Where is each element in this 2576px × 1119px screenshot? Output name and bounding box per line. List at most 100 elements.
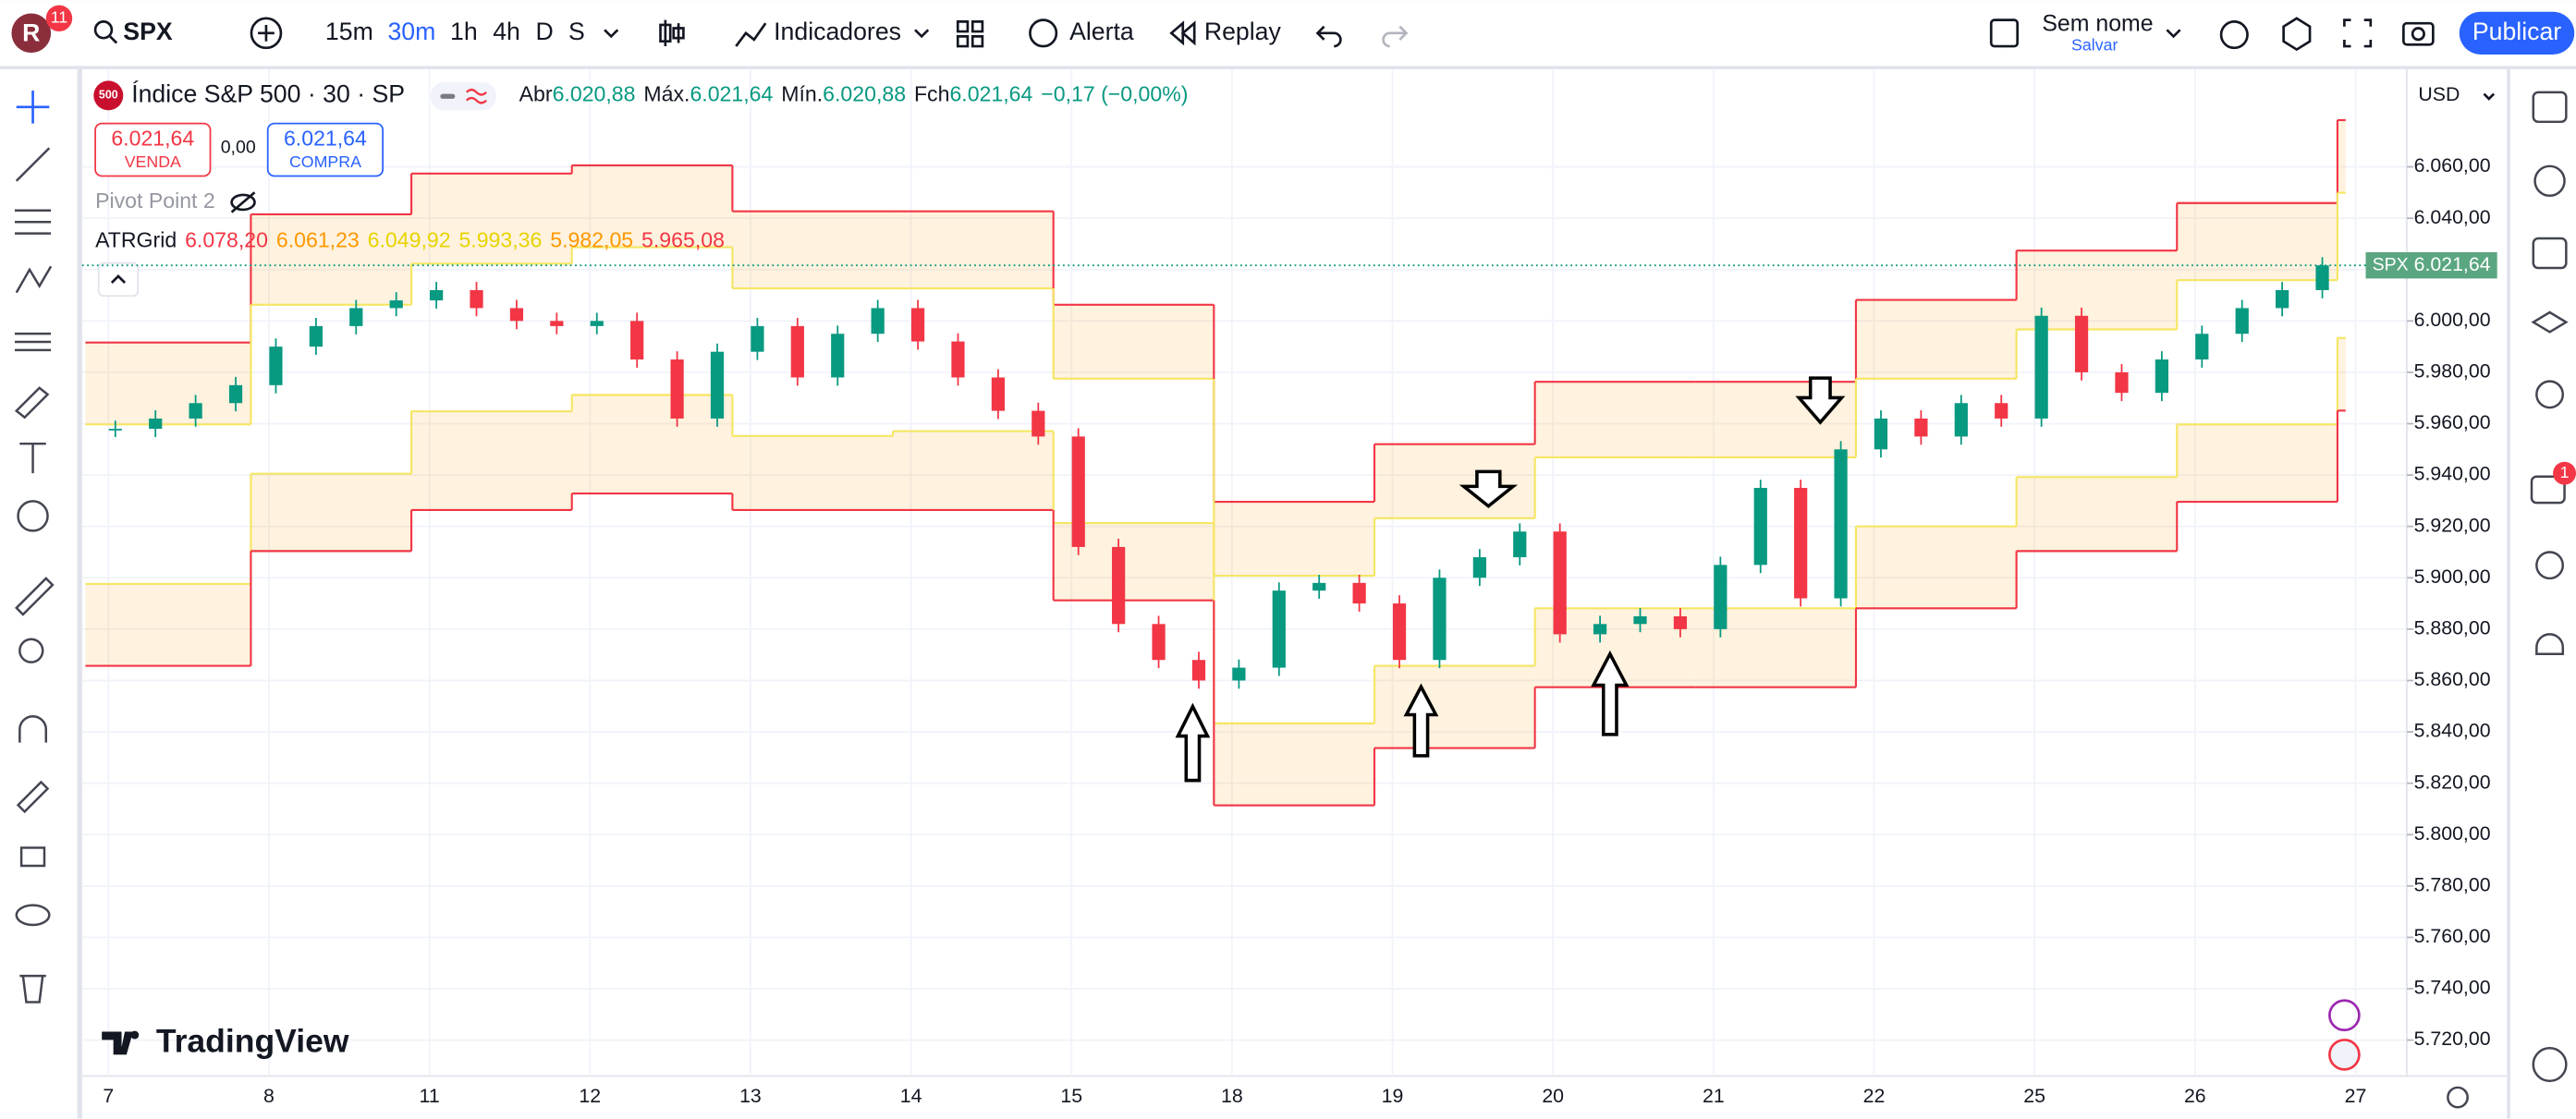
ideas-button[interactable] <box>2535 380 2565 409</box>
candle-body <box>1834 449 1848 599</box>
candle-body <box>590 321 604 326</box>
icon-tool[interactable] <box>17 500 49 532</box>
fib-tool[interactable] <box>14 209 52 235</box>
sell-button[interactable] <box>94 122 212 177</box>
chats-button[interactable] <box>2530 475 2566 505</box>
indicators-icon[interactable] <box>735 22 767 47</box>
avatar[interactable] <box>11 13 52 54</box>
interval[interactable]: D <box>535 18 553 45</box>
symbol[interactable]: SPX <box>123 18 173 45</box>
quick-search[interactable] <box>2219 20 2249 50</box>
settings-button[interactable] <box>2282 17 2312 52</box>
measure-tool[interactable] <box>15 577 55 616</box>
y-tick-label: 5.740,00 <box>2414 977 2491 999</box>
currency[interactable]: USD <box>2418 83 2460 105</box>
interval-active[interactable]: 30m <box>387 18 435 45</box>
chat-badge <box>2553 461 2576 485</box>
open-value: 6.020,88 <box>553 81 636 105</box>
collapse-button[interactable] <box>97 262 140 298</box>
lock-tool[interactable] <box>19 846 46 868</box>
candle-body <box>1633 615 1647 625</box>
indicators-button[interactable]: Indicadores <box>774 18 901 45</box>
publish-label: Publicar <box>2472 18 2561 45</box>
badge-count: 11 <box>51 8 68 27</box>
interval[interactable]: 15m <box>325 18 373 45</box>
axis-settings[interactable] <box>2447 1086 2469 1109</box>
chevron[interactable] <box>914 29 930 39</box>
x-tick-label: 14 <box>900 1085 922 1107</box>
hidden-icon[interactable] <box>230 193 256 212</box>
streams-button[interactable] <box>2535 551 2565 580</box>
candle-body <box>1433 578 1447 661</box>
draw-mode-tool[interactable] <box>16 780 50 814</box>
buy-button[interactable] <box>266 122 385 177</box>
layout-name[interactable]: Sem nome <box>2042 11 2153 37</box>
magnet-tool[interactable] <box>18 715 48 743</box>
notifications-button[interactable] <box>2535 633 2565 655</box>
y-tick-label: 6.060,00 <box>2414 154 2491 176</box>
alerts-button[interactable] <box>2533 164 2566 198</box>
crosshair-tool[interactable] <box>16 91 50 124</box>
trend-line-tool[interactable] <box>15 147 51 182</box>
interval[interactable]: 4h <box>493 18 520 45</box>
interval[interactable]: S <box>568 18 585 45</box>
candle-body <box>710 351 725 419</box>
text-tool[interactable] <box>19 442 46 474</box>
lightning-icon[interactable] <box>2328 999 2361 1032</box>
compare-button[interactable] <box>250 17 283 50</box>
pivot-indicator[interactable]: Pivot Point 2 <box>95 189 215 213</box>
save-label[interactable]: Salvar <box>2071 36 2118 55</box>
watchlist-button[interactable] <box>2532 91 2568 124</box>
band-fill <box>250 213 412 305</box>
brush-tool[interactable] <box>14 386 50 420</box>
candle-body <box>550 321 564 326</box>
layouts-button[interactable] <box>956 20 984 48</box>
replay-button[interactable]: Replay <box>1204 18 1282 45</box>
atr-bands <box>85 118 2346 807</box>
chevron[interactable] <box>604 29 619 39</box>
forecast-tool[interactable] <box>14 332 52 352</box>
undo-button[interactable] <box>1315 25 1342 48</box>
badge <box>45 5 73 32</box>
publish-button[interactable] <box>2459 11 2575 55</box>
x-tick-label: 15 <box>1060 1085 1082 1107</box>
alert-icon[interactable] <box>1029 18 1058 48</box>
candle-body <box>269 347 283 385</box>
layout-icon[interactable] <box>1989 18 2020 48</box>
y-tick-label: 5.980,00 <box>2414 360 2491 383</box>
data-window-button[interactable] <box>2532 237 2568 270</box>
logo-text: TradingView <box>156 1022 349 1059</box>
candle-body <box>349 308 363 326</box>
hide-tool[interactable] <box>15 904 51 927</box>
chart-pane <box>81 68 2508 1119</box>
atr-value: 6.078,20 <box>185 228 268 252</box>
redo-button[interactable] <box>1382 25 1409 48</box>
search-icon[interactable] <box>93 20 114 40</box>
interval[interactable]: 1h <box>450 18 478 45</box>
screenshot-button[interactable] <box>2402 21 2435 46</box>
candle-body <box>1191 660 1206 681</box>
flag-icon[interactable] <box>2328 1039 2361 1071</box>
candle-body <box>429 289 444 301</box>
chart-type-button[interactable] <box>659 19 685 47</box>
last-price-label: 6.021,64 <box>2414 253 2491 275</box>
side-panel: 1 <box>2530 91 2576 1083</box>
candle-body <box>871 308 885 334</box>
band-fill <box>1053 304 1215 379</box>
help-button[interactable] <box>2532 1047 2568 1083</box>
zoom-tool[interactable] <box>18 638 44 663</box>
replay-icon[interactable] <box>1169 20 1196 46</box>
chevron[interactable] <box>2483 92 2496 101</box>
band-fill <box>732 211 894 289</box>
fullscreen-button[interactable] <box>2343 18 2373 48</box>
x-tick-label: 7 <box>103 1085 114 1107</box>
chevron[interactable] <box>2166 29 2181 39</box>
candle-body <box>2195 334 2209 360</box>
arrows <box>1175 376 1846 783</box>
candle-body <box>1714 565 1728 629</box>
change-value: −0,17 (−0,00%) <box>1041 81 1188 105</box>
delete-tool[interactable] <box>19 974 46 1003</box>
alert-button[interactable]: Alerta <box>1069 18 1134 45</box>
layers-button[interactable] <box>2531 310 2569 334</box>
pattern-tool[interactable] <box>15 265 53 294</box>
